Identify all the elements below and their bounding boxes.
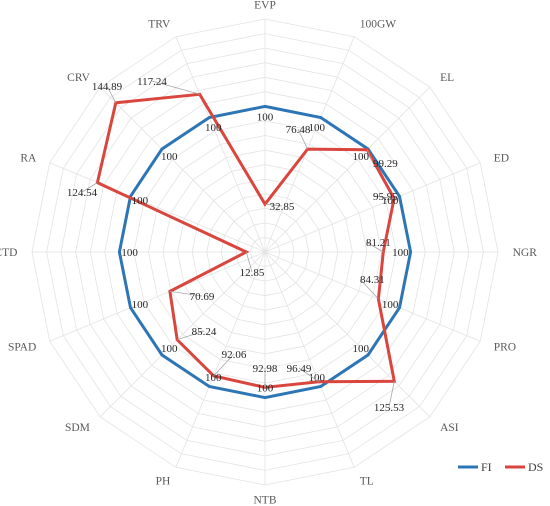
legend-fi-label: FI — [481, 460, 492, 474]
category-labels: EVP 100GW EL ED NGR PRO ASI TL NTB PH SDM SPAD CTD RA… — [0, 0, 537, 506]
data-label-ds: 95.95 — [373, 191, 398, 203]
data-label-fi: 100 — [382, 299, 399, 311]
data-labels: 100 100 100 100 100 100 100 100 100 100 100 100 100 1… — [67, 76, 409, 414]
leader-line — [298, 367, 320, 383]
data-label-fi: 100 — [132, 195, 149, 207]
data-label-fi: 100 — [353, 343, 370, 355]
data-label-ds: 99.29 — [373, 158, 398, 170]
grid-spoke — [99, 86, 266, 253]
category-label: ED — [494, 152, 509, 164]
data-label-ds: 117.24 — [137, 76, 167, 88]
data-label-fi: 100 — [205, 122, 222, 134]
category-label: 100GW — [360, 18, 397, 30]
category-label: TRV — [148, 18, 171, 30]
grid-spoke — [264, 251, 431, 418]
data-label-ds: 81.21 — [366, 237, 391, 249]
category-label: EL — [440, 72, 454, 84]
leader-line — [169, 291, 203, 297]
data-label-ds: 12.85 — [240, 267, 265, 279]
leader-line — [264, 203, 283, 207]
grid-spoke — [49, 162, 266, 253]
data-label-fi: 100 — [205, 372, 222, 384]
category-label: NTB — [254, 495, 277, 506]
legend-ds-label: DS — [528, 460, 543, 474]
grid-spoke — [264, 86, 431, 253]
leader-line — [372, 195, 395, 199]
data-label-fi: 100 — [161, 151, 178, 163]
leader-line — [245, 251, 253, 273]
leader-line — [297, 128, 308, 150]
data-label-fi: 100 — [121, 247, 138, 259]
leader-line — [177, 330, 205, 341]
data-label-ds: 96.49 — [287, 363, 312, 375]
data-label-ds: 124.54 — [67, 187, 98, 199]
category-label: CTD — [0, 247, 17, 259]
data-label-ds: 92.98 — [253, 363, 278, 375]
grid-spoke — [264, 251, 355, 468]
data-label-fi: 100 — [309, 122, 326, 134]
data-label-ds: 70.69 — [190, 291, 215, 303]
category-label: NGR — [513, 247, 538, 259]
category-label: ASI — [440, 422, 459, 434]
leader-line — [213, 353, 235, 377]
category-label: PH — [156, 476, 171, 488]
grid-spoke — [175, 251, 266, 468]
leader-line — [388, 381, 395, 408]
data-label-ds: 85.24 — [192, 326, 217, 338]
grid-spoke — [264, 162, 481, 253]
grid-spoke — [175, 36, 266, 253]
data-label-fi: 100 — [257, 382, 274, 394]
grid-spoke — [264, 36, 355, 253]
grid-spoke — [264, 251, 481, 342]
data-label-ds: 92.06 — [222, 349, 247, 361]
grid-spoke — [99, 251, 266, 418]
data-label-ds: 84.31 — [360, 274, 385, 286]
leader-line — [366, 149, 374, 164]
leader-line — [106, 85, 117, 103]
leader-line — [151, 80, 200, 95]
data-label-ds: 32.85 — [270, 201, 295, 213]
category-label: RA — [20, 152, 37, 164]
data-label-ds: 125.53 — [374, 402, 405, 414]
data-label-ds: 144.89 — [92, 81, 123, 93]
leader-line — [365, 241, 384, 253]
category-label: PRO — [494, 342, 516, 354]
data-label-fi: 100 — [132, 299, 149, 311]
category-label: CRV — [67, 72, 90, 84]
series-line-fi — [117, 104, 413, 400]
data-label-fi: 100 — [257, 112, 274, 124]
data-label-fi: 100 — [382, 195, 399, 207]
data-label-fi: 100 — [161, 343, 178, 355]
grid-spoke — [49, 251, 266, 342]
data-label-fi: 100 — [353, 151, 370, 163]
category-label: SDM — [65, 422, 90, 434]
leader-line — [359, 278, 379, 300]
data-label-fi: 100 — [309, 372, 326, 384]
data-label-fi: 100 — [392, 247, 409, 259]
category-label: TL — [360, 476, 374, 488]
category-label: EVP — [254, 0, 276, 11]
leader-line — [81, 182, 98, 193]
data-label-ds: 76.48 — [286, 124, 311, 136]
legend: FI DS — [458, 460, 543, 474]
category-label: SPAD — [8, 342, 36, 354]
